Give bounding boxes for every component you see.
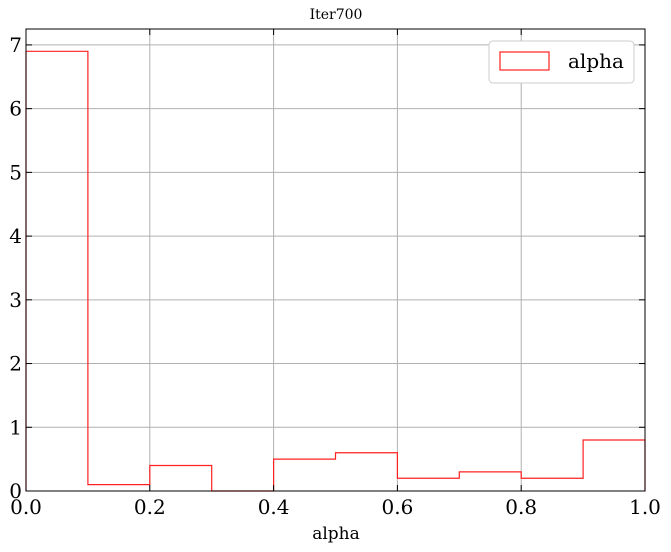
- histogram-bin: [274, 459, 336, 491]
- axis-ticks: [25, 29, 646, 492]
- x-tick-label: 0.2: [134, 495, 166, 519]
- legend-label: alpha: [568, 49, 624, 73]
- histogram-bin: [88, 485, 150, 491]
- x-tick-label: 0.4: [258, 495, 290, 519]
- plot-frame: [25, 28, 646, 492]
- histogram-bin: [26, 51, 88, 491]
- y-tick-label: 7: [9, 33, 22, 57]
- x-tick-label: 0.0: [10, 495, 42, 519]
- y-tick-label: 0: [9, 479, 22, 503]
- legend-swatch: [499, 51, 550, 71]
- y-tick-label: 4: [9, 224, 22, 248]
- histogram-bin: [397, 478, 459, 491]
- x-tick-label: 0.8: [505, 495, 537, 519]
- chart-title: Iter700: [310, 7, 363, 23]
- y-tick-label: 6: [9, 97, 22, 121]
- legend: alpha: [488, 40, 635, 84]
- y-tick-label: 2: [9, 352, 22, 376]
- histogram-bin: [583, 440, 645, 491]
- y-tick-label: 1: [9, 415, 22, 439]
- grid-lines: [25, 29, 646, 492]
- x-axis-label: alpha: [312, 524, 360, 544]
- histogram-bin: [521, 478, 583, 491]
- x-tick-label: 0.6: [381, 495, 413, 519]
- tick-labels: 0.0 0.2 0.4 0.6 0.8 1.0 0 1 2 3 4 5 6 7: [9, 33, 661, 519]
- series-layer: [25, 50, 646, 492]
- y-tick-label: 3: [9, 288, 22, 312]
- histogram-bin: [459, 472, 521, 491]
- x-tick-label: 1.0: [629, 495, 661, 519]
- histogram-series-alpha: [25, 50, 646, 492]
- histogram-bin: [336, 453, 398, 491]
- y-tick-label: 5: [9, 160, 22, 184]
- histogram-bin: [150, 466, 212, 491]
